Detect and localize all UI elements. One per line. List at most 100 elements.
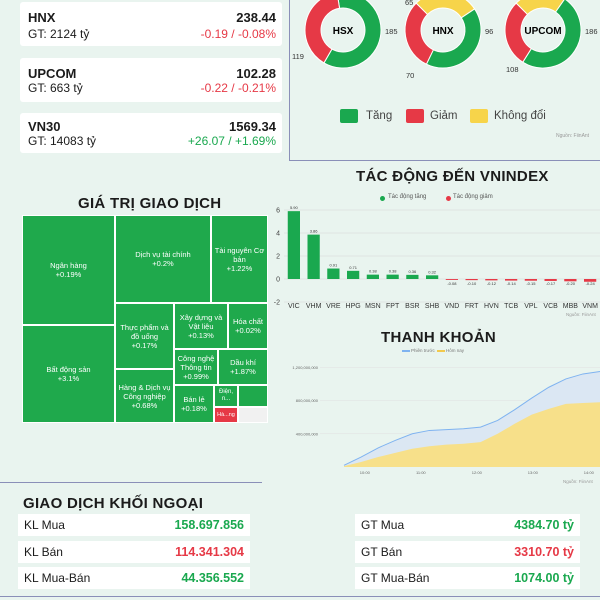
impact-value-label: 0.36 <box>408 269 417 274</box>
impact-bar <box>505 279 518 281</box>
treemap-tile: Bán lẻ +0.18% <box>174 385 214 423</box>
treemap-tile-red: Hà...ng <box>214 407 238 423</box>
liq-x-tick: 13:00 <box>528 470 539 475</box>
donut-up-segment <box>425 8 482 69</box>
impact-category-label: TCB <box>504 303 518 310</box>
index-gt: GT: 663 tỷ <box>28 81 83 95</box>
treemap: Ngân hàng +0.19% Dịch vụ tài chính +0.2% T… <box>22 215 268 423</box>
divider-horizontal <box>289 160 600 161</box>
legend-down-swatch <box>406 109 424 123</box>
donut-down-segment <box>404 2 435 65</box>
gtgd-title: GIÁ TRỊ GIAO DỊCH <box>78 195 222 212</box>
donut-flat-segment <box>515 0 565 16</box>
impact-value-label: 0.91 <box>329 263 338 268</box>
foreign-title: GIAO DỊCH KHỐI NGOẠI <box>23 495 204 512</box>
donut-up-count: 96 <box>485 27 493 36</box>
donut-center-label: HSX <box>333 26 354 37</box>
impact-bar <box>465 279 478 281</box>
index-value: 238.44 <box>236 10 276 25</box>
treemap-tile: Hàng & Dịch vụ Công nghiệp +0.68% <box>115 369 174 423</box>
impact-value-label: 3.86 <box>310 229 319 234</box>
impact-category-label: FRT <box>465 303 479 310</box>
liquidity-chart: 1,200,000,000 800,000,000 400,000,000 10:00… <box>292 365 600 475</box>
index-name: VN30 <box>28 119 61 134</box>
donut-down-segment <box>304 0 341 64</box>
impact-category-label: MBB <box>563 303 579 310</box>
liq-x-tick: 10:00 <box>360 470 371 475</box>
impact-value-label: 0.38 <box>389 269 398 274</box>
impact-y-tick: -2 <box>274 300 280 307</box>
impact-value-label: -0.12 <box>487 281 497 286</box>
impact-category-label: VCB <box>543 303 558 310</box>
index-value: 102.28 <box>236 66 276 81</box>
legend-up-label: Tăng <box>366 110 393 122</box>
donut-up-segment <box>323 0 382 69</box>
impact-bar <box>564 279 577 282</box>
index-change: -0.22 / -0.21% <box>200 81 276 95</box>
foreign-row-buy: KL Mua 158.697.856 <box>18 514 250 536</box>
foreign-row-gt-buy: GT Mua 4384.70 tỷ <box>355 514 580 536</box>
liquidity-source: Nguồn: FiinAnt <box>563 479 593 484</box>
foreign-row-net: KL Mua-Bán 44.356.552 <box>18 567 250 589</box>
index-name: HNX <box>28 10 56 25</box>
legend-flat-label: Không đổi <box>494 110 546 122</box>
impact-value-label: 0.38 <box>369 269 378 274</box>
index-card-vn30: VN30 1569.34 GT: 14083 tỷ +26.07 / +1.69… <box>20 113 282 153</box>
impact-bar <box>386 274 399 279</box>
impact-category-label: VND <box>444 303 459 310</box>
impact-chart: 6 4 2 0 -2 5.90 VIC 3.86 VHM 0.91 VRE 0.71 HPG 0.38 MS… <box>274 205 600 310</box>
foreign-row-gt-net: GT Mua-Bán 1074.00 tỷ <box>355 567 580 589</box>
impact-category-label: VRE <box>326 303 341 310</box>
liq-y-tick: 1,200,000,000 <box>292 365 318 370</box>
impact-category-label: VIC <box>288 303 300 310</box>
treemap-tile: Dầu khí +1.87% <box>218 349 268 385</box>
impact-legend-down-dot <box>446 196 451 201</box>
impact-value-label: -0.20 <box>566 281 576 286</box>
index-card-hnx: HNX 238.44 GT: 2124 tỷ -0.19 / -0.08% <box>20 2 282 46</box>
impact-category-label: VPL <box>524 303 537 310</box>
divider-vertical <box>289 0 290 160</box>
impact-legend-down: Tác động giảm <box>453 194 493 200</box>
donut-up-count: 185 <box>385 27 398 36</box>
donut-center-label: UPCOM <box>524 26 561 37</box>
impact-bar <box>366 274 379 279</box>
foreign-divider-top <box>0 482 262 483</box>
donut-up-segment <box>522 0 582 69</box>
impact-y-tick: 2 <box>276 254 280 261</box>
impact-category-label: SHB <box>425 303 440 310</box>
foreign-row-sell: KL Bán 114.341.304 <box>18 541 250 563</box>
impact-bar <box>544 279 557 281</box>
treemap-tile: Hóa chất +0.02% <box>228 303 268 349</box>
treemap-tile: Bất động sản +3.1% <box>22 325 115 423</box>
impact-bar <box>347 270 360 279</box>
impact-bar <box>584 279 597 282</box>
impact-bar <box>445 279 458 280</box>
impact-value-label: -0.17 <box>546 281 556 286</box>
treemap-tile-small <box>238 385 268 407</box>
donut-down-count: 70 <box>406 71 414 80</box>
liq-legend-today: Hôm nay <box>446 348 465 353</box>
liq-area-today <box>344 402 600 467</box>
impact-title: TÁC ĐỘNG ĐẾN VNINDEX <box>356 168 549 185</box>
liquidity-title: THANH KHOẢN <box>381 329 496 346</box>
source-note: Nguồn: FiinAnt <box>556 133 590 139</box>
liq-x-tick: 12:00 <box>472 470 483 475</box>
legend-down-label: Giảm <box>430 110 458 122</box>
impact-legend-up-dot <box>380 196 385 201</box>
impact-bar <box>327 268 340 279</box>
donut-flat-count: 65 <box>405 0 413 7</box>
impact-category-label: MSN <box>365 303 381 310</box>
impact-bar <box>485 279 498 281</box>
impact-source: Nguồn: FiinAnt <box>566 312 596 317</box>
impact-legend-up: Tác động tăng <box>388 194 427 200</box>
breadth-donuts: HSX 185 119 HNX 96 70 65 UPCOM 186 108 <box>292 0 598 80</box>
impact-y-tick: 0 <box>276 277 280 284</box>
impact-value-label: -0.10 <box>467 281 477 286</box>
treemap-tile: Xây dựng và Vật liệu +0.13% <box>174 303 228 349</box>
impact-y-tick: 6 <box>276 208 280 215</box>
impact-value-label: 0.71 <box>349 265 358 270</box>
liq-legend-prev-line <box>402 350 410 352</box>
legend-up-swatch <box>340 109 358 123</box>
impact-category-label: HVN <box>484 303 499 310</box>
treemap-tile-grey <box>238 407 268 423</box>
